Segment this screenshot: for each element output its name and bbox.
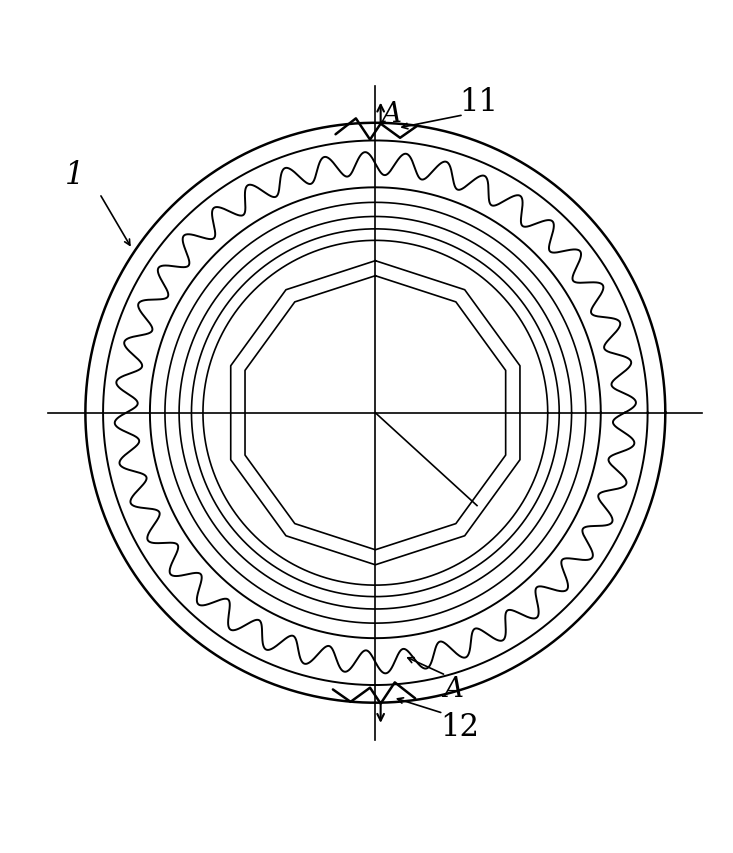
Text: 12: 12 — [440, 711, 479, 742]
Text: A: A — [443, 676, 463, 702]
Text: A: A — [381, 102, 401, 128]
Text: 11: 11 — [460, 87, 498, 118]
Text: 1: 1 — [65, 160, 84, 190]
